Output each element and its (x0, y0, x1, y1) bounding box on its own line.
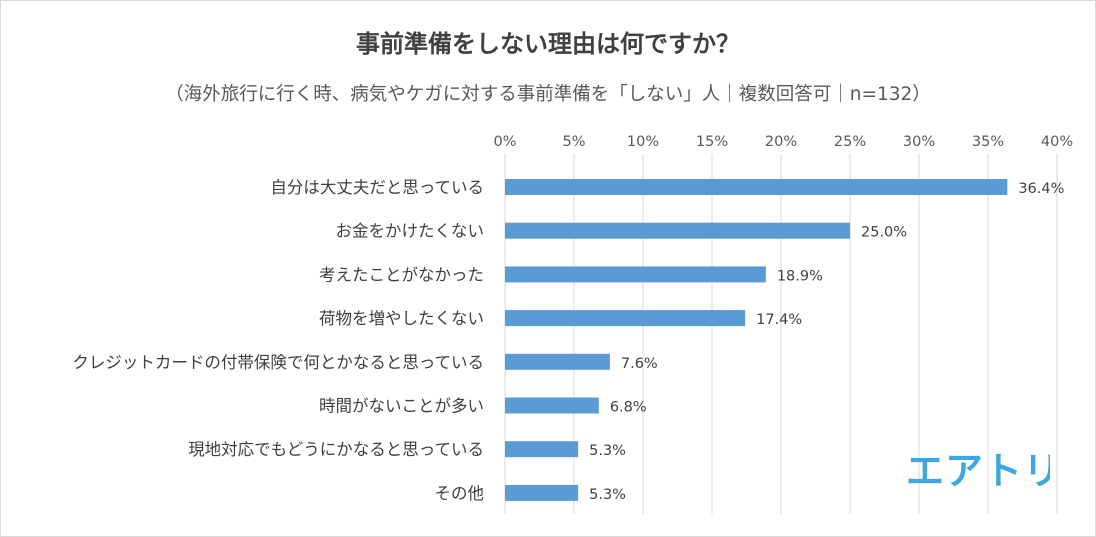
logo-text: エアトリ (906, 449, 1050, 491)
category-label: 考えたことがなかった (319, 265, 484, 284)
bar (505, 179, 1008, 195)
bar (505, 353, 610, 370)
tick-label: 35% (972, 134, 1004, 150)
tick-label: 40% (1041, 134, 1073, 150)
category-label: お金をかけたくない (336, 222, 485, 241)
category-label: 現地対応でもどうにかなると思っている (188, 440, 484, 459)
category-label: その他 (435, 484, 485, 503)
data-label: 7.6% (621, 356, 658, 372)
airtrip-logo: エアトリ (906, 449, 1050, 491)
tick-label: 5% (562, 134, 585, 150)
category-label: 時間がないことが多い (319, 397, 484, 416)
data-label: 5.3% (589, 443, 626, 459)
tick-label: 0% (493, 134, 516, 150)
data-label: 36.4% (1018, 181, 1064, 197)
category-label: 自分は大丈夫だと思っている (270, 178, 484, 197)
bar (505, 310, 746, 327)
data-label: 25.0% (861, 225, 907, 241)
tick-label: 20% (765, 134, 797, 150)
category-label: 荷物を増やしたくない (319, 309, 484, 328)
data-label: 17.4% (756, 312, 802, 328)
tick-label: 25% (834, 134, 866, 150)
chart-subtitle: （海外旅行に行く時、病気やケガに対する事前準備を「しない」人｜複数回答可｜n=1… (165, 84, 931, 105)
tick-label: 10% (627, 134, 659, 150)
chart-title: 事前準備をしない理由は何ですか？ (356, 30, 740, 58)
bar (505, 484, 579, 501)
tick-label: 30% (903, 134, 935, 150)
bar (505, 266, 766, 283)
bar (505, 441, 579, 458)
bar (505, 222, 850, 239)
data-label: 18.9% (777, 268, 823, 284)
category-label: クレジットカードの付帯保険で何とかなると思っている (72, 353, 484, 372)
data-label: 5.3% (589, 487, 626, 503)
tick-label: 15% (696, 134, 728, 150)
data-label: 6.8% (610, 400, 647, 416)
bar (505, 397, 599, 414)
